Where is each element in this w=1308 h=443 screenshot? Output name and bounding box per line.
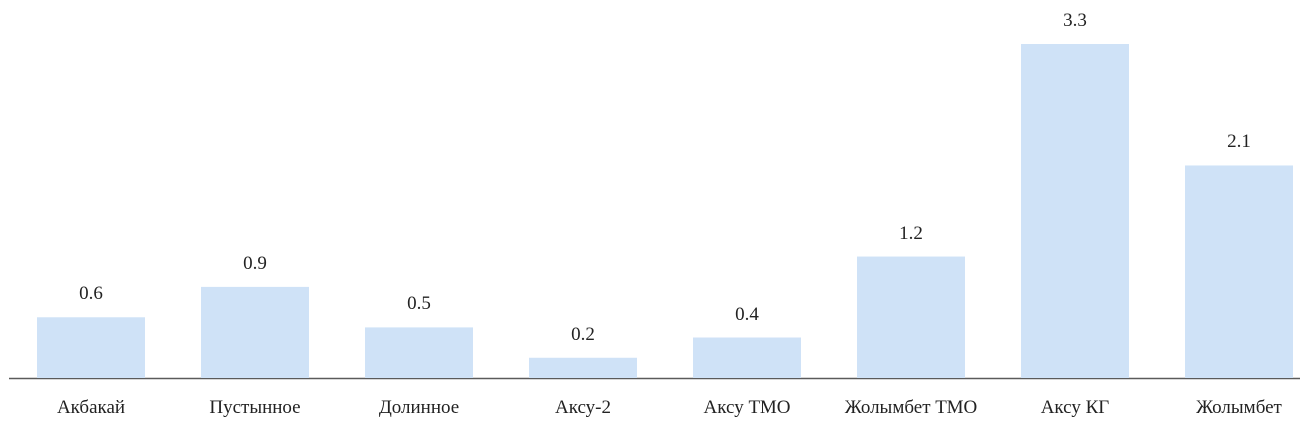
bar — [693, 337, 801, 378]
x-tick-label: Жолымбет ТМО — [844, 397, 978, 418]
x-tick-label: Долинное — [378, 397, 460, 418]
x-tick-label: Акбакай — [56, 397, 126, 418]
bar — [201, 286, 309, 378]
value-label: 0.6 — [79, 283, 103, 305]
value-label: 0.5 — [407, 293, 431, 315]
bar — [365, 327, 473, 378]
x-tick-label: Жолымбет — [1196, 397, 1282, 418]
value-label: 2.1 — [1227, 131, 1251, 153]
bar — [37, 317, 145, 378]
x-tick-label: Аксу ТМО — [703, 397, 791, 418]
x-tick-label: Аксу-2 — [555, 397, 611, 418]
x-tick-label: Аксу КГ — [1040, 397, 1110, 418]
x-tick-label: Пустынное — [209, 397, 301, 418]
bar — [1021, 44, 1129, 378]
value-label: 0.4 — [735, 303, 759, 325]
value-label: 0.2 — [571, 323, 595, 345]
value-label: 3.3 — [1063, 10, 1087, 31]
bar — [1185, 165, 1293, 378]
value-label: 1.2 — [899, 222, 923, 244]
bar — [529, 357, 637, 378]
bar — [857, 256, 965, 378]
value-label: 0.9 — [243, 252, 267, 274]
